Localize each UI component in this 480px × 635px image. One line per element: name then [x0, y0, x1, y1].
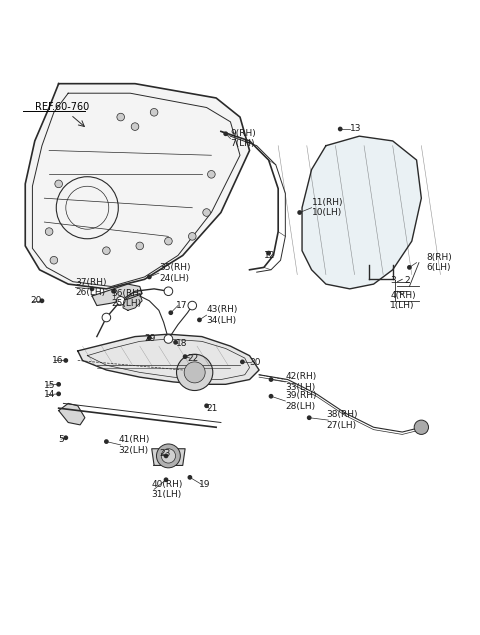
- Text: 15: 15: [44, 381, 56, 390]
- Circle shape: [136, 242, 144, 250]
- Polygon shape: [92, 284, 142, 305]
- Text: 21: 21: [206, 404, 218, 413]
- Polygon shape: [152, 449, 185, 465]
- Text: REF.60-760: REF.60-760: [35, 102, 89, 112]
- Circle shape: [173, 340, 178, 345]
- Circle shape: [104, 439, 109, 444]
- Polygon shape: [25, 84, 250, 289]
- Polygon shape: [59, 403, 85, 425]
- Text: 3: 3: [390, 276, 396, 284]
- Circle shape: [414, 420, 429, 434]
- Circle shape: [116, 297, 125, 305]
- Text: 22: 22: [188, 354, 199, 363]
- Circle shape: [147, 336, 152, 340]
- Circle shape: [164, 478, 168, 482]
- Circle shape: [269, 377, 274, 382]
- Circle shape: [204, 403, 209, 408]
- Circle shape: [90, 286, 95, 291]
- Text: 2: 2: [405, 276, 410, 284]
- Circle shape: [45, 228, 53, 236]
- Circle shape: [269, 394, 274, 399]
- Text: 20: 20: [30, 297, 41, 305]
- Text: 19: 19: [199, 480, 211, 489]
- Circle shape: [50, 257, 58, 264]
- Text: 13: 13: [350, 124, 361, 133]
- Text: 41(RH)
32(LH): 41(RH) 32(LH): [118, 435, 150, 455]
- Circle shape: [39, 298, 44, 303]
- Circle shape: [164, 335, 173, 344]
- Circle shape: [188, 475, 192, 480]
- Circle shape: [164, 287, 173, 295]
- Circle shape: [56, 382, 61, 387]
- Text: 38(RH)
27(LH): 38(RH) 27(LH): [326, 410, 358, 430]
- Circle shape: [55, 180, 62, 188]
- Text: 8(RH)
6(LH): 8(RH) 6(LH): [426, 253, 452, 272]
- Circle shape: [177, 354, 213, 391]
- Text: 23: 23: [159, 449, 170, 458]
- Circle shape: [131, 123, 139, 130]
- Circle shape: [338, 126, 343, 131]
- Circle shape: [63, 436, 68, 440]
- Circle shape: [188, 301, 197, 310]
- Circle shape: [111, 289, 116, 293]
- Polygon shape: [78, 334, 259, 384]
- Circle shape: [266, 251, 271, 255]
- Text: 40(RH)
31(LH): 40(RH) 31(LH): [152, 479, 183, 499]
- Text: 39(RH)
28(LH): 39(RH) 28(LH): [285, 391, 317, 411]
- Circle shape: [103, 247, 110, 255]
- Circle shape: [223, 131, 228, 136]
- Circle shape: [63, 358, 68, 363]
- Circle shape: [156, 444, 180, 468]
- Text: 35(RH)
24(LH): 35(RH) 24(LH): [159, 264, 191, 283]
- Text: 14: 14: [44, 391, 56, 399]
- Text: 37(RH)
26(LH): 37(RH) 26(LH): [75, 277, 107, 297]
- Text: 17: 17: [176, 301, 187, 310]
- Polygon shape: [302, 136, 421, 289]
- Text: 18: 18: [176, 339, 187, 348]
- Circle shape: [165, 237, 172, 245]
- Circle shape: [117, 113, 124, 121]
- Circle shape: [184, 362, 205, 383]
- Polygon shape: [123, 293, 142, 311]
- Circle shape: [407, 265, 412, 270]
- Circle shape: [240, 359, 245, 364]
- Circle shape: [307, 415, 312, 420]
- Text: 9(RH)
7(LH): 9(RH) 7(LH): [230, 129, 256, 148]
- Circle shape: [161, 449, 176, 463]
- Circle shape: [147, 274, 152, 279]
- Text: 36(RH)
25(LH): 36(RH) 25(LH): [111, 289, 143, 308]
- Text: 29: 29: [144, 335, 156, 344]
- Text: 30: 30: [250, 358, 261, 367]
- Text: 42(RH)
33(LH): 42(RH) 33(LH): [285, 372, 317, 392]
- Circle shape: [164, 453, 168, 458]
- Circle shape: [197, 318, 202, 323]
- Circle shape: [183, 354, 188, 359]
- Text: 43(RH)
34(LH): 43(RH) 34(LH): [206, 305, 238, 325]
- Circle shape: [56, 391, 61, 396]
- Text: 16: 16: [51, 356, 63, 365]
- Circle shape: [189, 232, 196, 240]
- Circle shape: [150, 109, 158, 116]
- Circle shape: [207, 171, 215, 178]
- Text: 11(RH)
10(LH): 11(RH) 10(LH): [312, 198, 343, 217]
- Circle shape: [297, 210, 302, 215]
- Text: 4(RH)
1(LH): 4(RH) 1(LH): [390, 291, 416, 311]
- Circle shape: [102, 313, 111, 322]
- Text: 12: 12: [264, 251, 275, 260]
- Circle shape: [203, 209, 210, 217]
- Circle shape: [168, 311, 173, 315]
- Text: 5: 5: [59, 435, 64, 444]
